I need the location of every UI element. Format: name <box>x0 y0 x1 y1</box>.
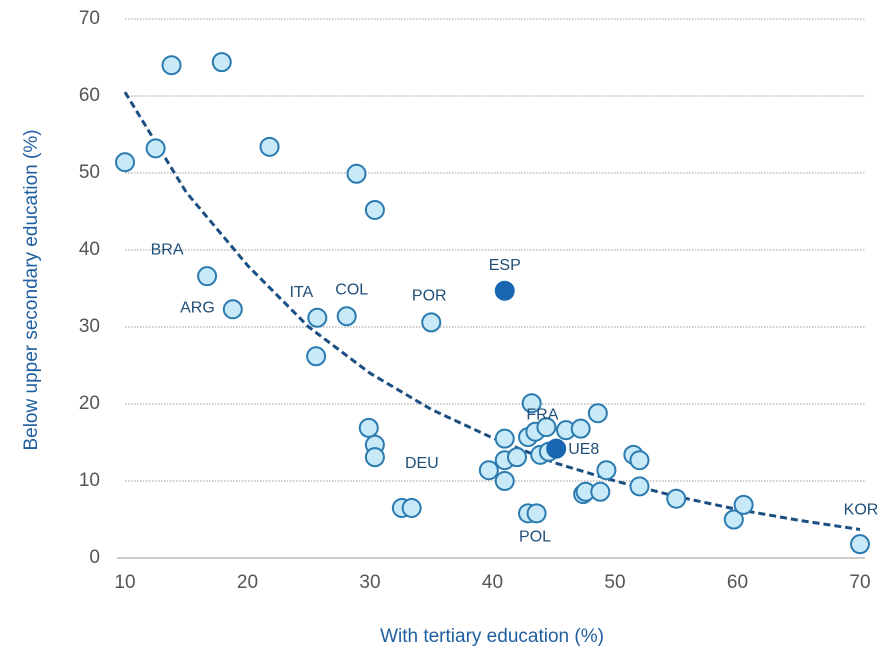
y-tick-label: 0 <box>89 547 100 568</box>
point <box>536 417 557 438</box>
point <box>364 199 385 220</box>
point <box>666 488 687 509</box>
point-label: ESP <box>489 257 521 274</box>
point <box>521 393 542 414</box>
x-tick-label: 10 <box>114 572 135 593</box>
point-label: ITA <box>289 284 313 301</box>
point <box>401 497 422 518</box>
point-label: BRA <box>151 241 184 258</box>
x-tick-label: 70 <box>849 572 870 593</box>
point <box>306 346 327 367</box>
point <box>629 476 650 497</box>
point-label: POR <box>412 288 447 305</box>
point <box>526 503 547 524</box>
y-tick-label: 10 <box>79 470 100 491</box>
point <box>587 403 608 424</box>
point <box>590 481 611 502</box>
point-label: ARG <box>180 300 215 317</box>
point-label: COL <box>335 281 368 298</box>
y-tick-label: 30 <box>79 316 100 337</box>
point-label: POL <box>519 529 551 546</box>
y-axis-title: Below upper secondary education (%) <box>21 129 42 450</box>
x-tick-label: 40 <box>482 572 503 593</box>
y-tick-label: 70 <box>79 8 100 29</box>
point <box>145 138 166 159</box>
point <box>222 299 243 320</box>
point-label: DEU <box>405 455 439 472</box>
point <box>307 307 328 328</box>
y-tick-label: 40 <box>79 239 100 260</box>
point <box>161 55 182 76</box>
point <box>723 509 744 530</box>
point <box>629 450 650 471</box>
point <box>570 418 591 439</box>
point <box>346 163 367 184</box>
x-tick-label: 50 <box>604 572 625 593</box>
point <box>364 447 385 468</box>
point <box>478 460 499 481</box>
x-tick-label: 60 <box>727 572 748 593</box>
point <box>733 494 754 515</box>
x-tick-label: 30 <box>359 572 380 593</box>
point <box>850 534 870 555</box>
point <box>115 152 135 173</box>
point <box>494 280 515 301</box>
y-tick-label: 60 <box>79 85 100 106</box>
point <box>336 306 357 327</box>
point <box>546 438 567 459</box>
point-label: KOR <box>844 501 879 518</box>
point <box>211 52 232 73</box>
point <box>197 266 218 287</box>
y-tick-label: 20 <box>79 393 100 414</box>
point <box>494 471 515 491</box>
point-label: UE8 <box>568 441 599 458</box>
point <box>507 447 527 468</box>
point <box>494 428 515 449</box>
point <box>259 136 280 157</box>
x-axis-title: With tertiary education (%) <box>380 626 604 647</box>
point <box>358 417 379 438</box>
point <box>596 460 617 481</box>
x-tick-label: 20 <box>237 572 258 593</box>
point <box>421 312 442 333</box>
y-tick-label: 50 <box>79 162 100 183</box>
point-label: FRA <box>526 406 558 423</box>
